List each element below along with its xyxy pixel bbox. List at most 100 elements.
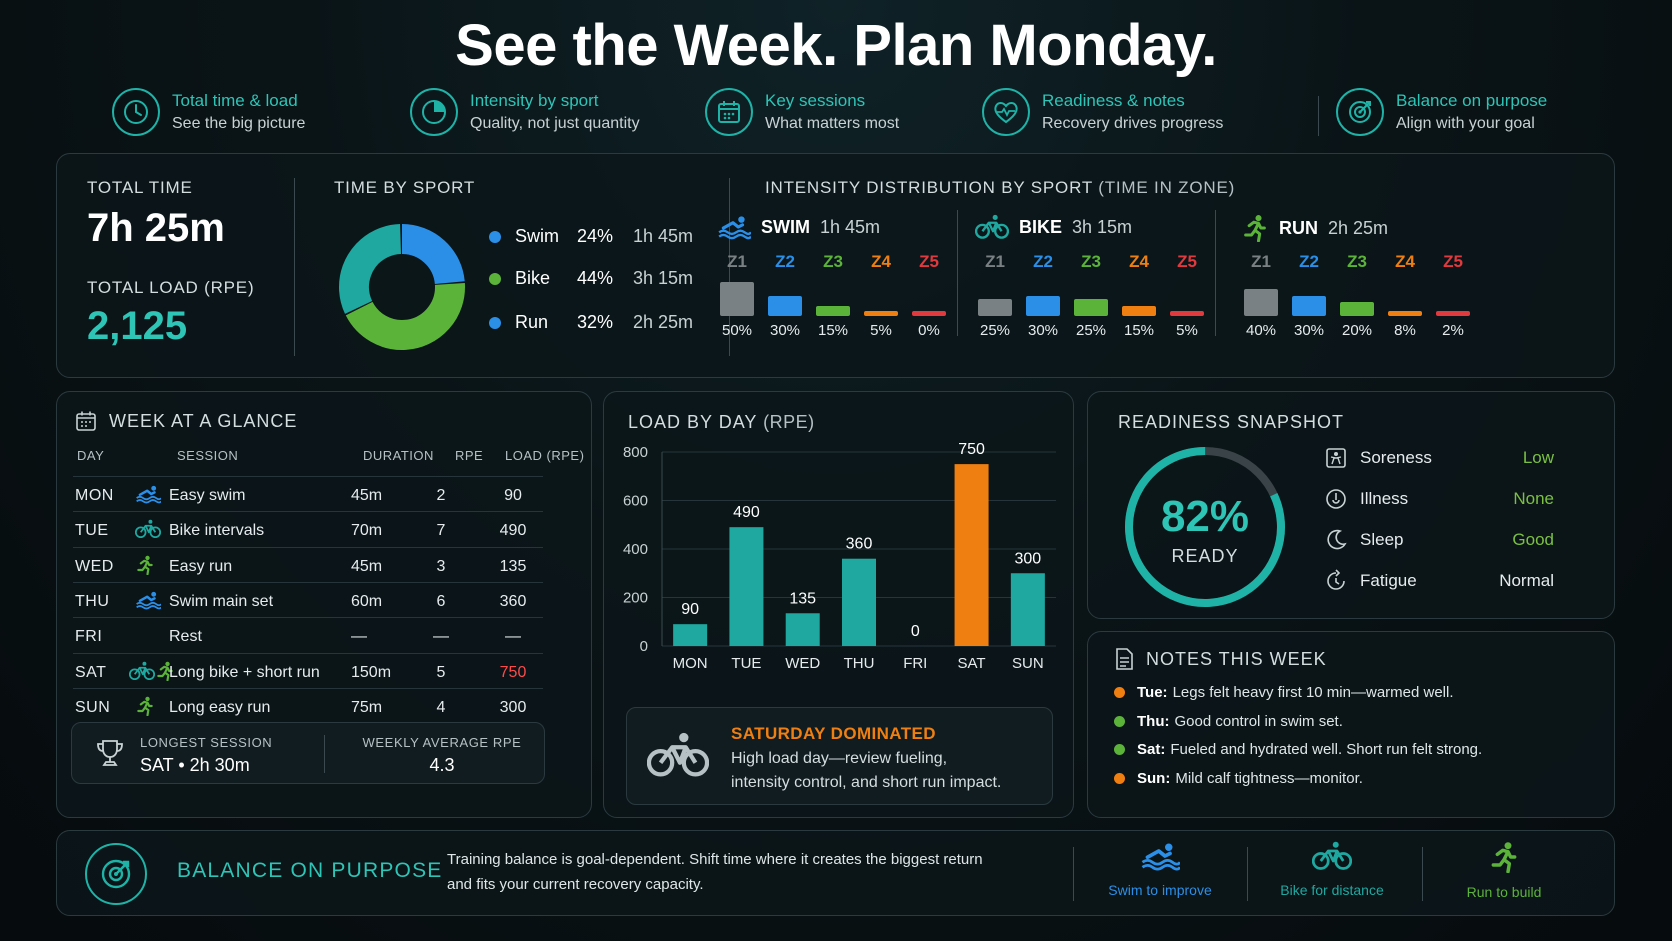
note-day: Sat: xyxy=(1137,741,1166,758)
divider xyxy=(1247,847,1248,901)
fatigue-icon xyxy=(1324,569,1348,598)
feature-title: Total time & load xyxy=(172,91,298,110)
intensity-title-main: INTENSITY DISTRIBUTION BY SPORT xyxy=(765,178,1093,197)
time-by-sport-title: TIME BY SPORT xyxy=(334,178,476,197)
swim-icon xyxy=(717,214,751,240)
zone-4: Z5 0% xyxy=(909,252,949,362)
moon-icon xyxy=(1324,528,1348,557)
note-item: Tue: Legs felt heavy first 10 min—warmed … xyxy=(1114,684,1454,701)
col-day: DAY xyxy=(77,448,105,463)
donut-slice-run xyxy=(339,224,465,350)
note-day: Tue: xyxy=(1137,684,1168,701)
longest-session-value: SAT • 2h 30m xyxy=(140,755,250,775)
sport-header: SWIM 1h 45m xyxy=(717,214,880,240)
sport-name: BIKE xyxy=(1019,216,1063,237)
cell-session: Long bike + short run xyxy=(169,663,320,681)
swim-icon xyxy=(135,484,161,504)
cell-day: THU xyxy=(75,592,110,610)
table-row[interactable]: MON Easy swim 45m 2 90 xyxy=(73,476,543,512)
note-text: Fueled and hydrated well. Short run felt… xyxy=(1170,741,1483,758)
legend-name: Swim xyxy=(515,226,559,246)
session-icons xyxy=(135,519,161,544)
zone-pct: 2% xyxy=(1442,322,1464,339)
cell-load: 135 xyxy=(499,557,527,575)
table-row[interactable]: SUN Long easy run 75m 4 300 xyxy=(73,687,543,724)
note-item: Sat: Fueled and hydrated well. Short run … xyxy=(1114,741,1482,758)
table-row[interactable]: TUE Bike intervals 70m 7 490 xyxy=(73,511,543,547)
table-row[interactable]: SAT Long bike + short run 150m 5 750 xyxy=(73,652,543,689)
feature-key-sessions: Key sessions What matters most xyxy=(705,88,899,136)
cell-rpe: 7 xyxy=(436,522,446,540)
cell-session: Swim main set xyxy=(169,592,274,610)
zone-label: Z3 xyxy=(1347,252,1367,271)
cell-day: MON xyxy=(75,487,114,504)
load-panel: LOAD BY DAY (RPE) 0 200 400 600 800 90 MON 490 T… xyxy=(603,391,1074,818)
cell-day: SAT xyxy=(75,663,107,681)
feature-title: Readiness & notes xyxy=(1042,91,1185,110)
zone-label: Z5 xyxy=(1443,252,1463,271)
readiness-item-value: Low xyxy=(1522,448,1554,467)
y-tick-label: 0 xyxy=(640,638,648,655)
bar-value-label: 90 xyxy=(681,601,699,618)
zone-4: Z5 2% xyxy=(1433,252,1473,362)
zone-pct: 40% xyxy=(1245,322,1277,339)
illness-icon xyxy=(1324,487,1348,516)
trophy-icon xyxy=(97,740,123,766)
calendar-icon xyxy=(76,411,96,431)
total-time-value: 7h 25m xyxy=(87,206,225,250)
table-row[interactable]: FRI Rest — — — xyxy=(73,617,543,653)
zone-pct: 15% xyxy=(1123,322,1155,339)
week-summary: LONGEST SESSION SAT • 2h 30m WEEKLY AVER… xyxy=(71,722,545,784)
zone-label: Z5 xyxy=(1177,252,1197,271)
legend-pct: 44% xyxy=(577,268,614,288)
readiness-panel: READINESS SNAPSHOT 82% READY Soreness Low… xyxy=(1087,391,1615,619)
table-row[interactable]: WED Easy run 45m 3 135 xyxy=(73,546,543,583)
cell-day: TUE xyxy=(75,522,109,540)
bike-icon xyxy=(135,519,161,539)
readiness-title: READINESS SNAPSHOT xyxy=(1118,412,1345,432)
cell-rpe: 6 xyxy=(436,592,446,610)
cell-rpe: 3 xyxy=(436,557,446,575)
feature-divider xyxy=(1318,96,1319,136)
balance-bike-label: Bike for distance xyxy=(1280,882,1384,898)
balance-run-label: Run to build xyxy=(1466,884,1542,900)
callout-line-1: High load day—review fueling, xyxy=(731,750,948,767)
table-row[interactable]: THU Swim main set 60m 6 360 xyxy=(73,581,543,618)
week-panel: WEEK AT A GLANCE DAY SESSION DURATION RP… xyxy=(56,391,592,818)
x-tick-label: FRI xyxy=(903,655,927,672)
feature-total-time: Total time & load See the big picture xyxy=(112,88,305,136)
legend-time: 1h 45m xyxy=(633,226,694,246)
bar-sun xyxy=(1010,573,1045,646)
readiness-percent: 82% xyxy=(1160,492,1250,541)
zone-bar xyxy=(816,306,850,316)
sport-header: BIKE 3h 15m xyxy=(975,214,1132,240)
feature-subtitle: What matters most xyxy=(765,115,900,132)
summary-panel: TOTAL TIME 7h 25m TOTAL LOAD (RPE) 2,125… xyxy=(56,153,1615,378)
zone-pct: 5% xyxy=(870,322,892,339)
bar-value-label: 0 xyxy=(911,623,920,640)
load-title: LOAD BY DAY (RPE) xyxy=(628,412,815,433)
zone-2: Z3 20% xyxy=(1337,252,1377,362)
bar-value-label: 490 xyxy=(733,504,760,521)
sport-name: RUN xyxy=(1279,217,1318,238)
longest-session-label: LONGEST SESSION xyxy=(140,735,273,750)
feature-title: Key sessions xyxy=(765,91,866,110)
zone-label: Z2 xyxy=(775,252,795,271)
y-tick-label: 800 xyxy=(623,444,648,461)
readiness-label: READY xyxy=(1171,546,1239,566)
divider xyxy=(729,178,730,356)
zone-pct: 50% xyxy=(721,322,753,339)
sport-donut-chart xyxy=(339,224,465,350)
readiness-item-value: Good xyxy=(1512,530,1554,549)
load-title-main: LOAD BY DAY xyxy=(628,412,758,432)
legend-dot xyxy=(489,316,501,329)
zone-bar xyxy=(1292,296,1326,316)
bar-value-label: 360 xyxy=(846,536,873,553)
zone-label: Z4 xyxy=(1129,252,1149,271)
x-tick-label: MON xyxy=(673,655,708,672)
cell-session: Long easy run xyxy=(169,698,271,716)
cell-rpe: 4 xyxy=(436,698,446,716)
cell-load: 750 xyxy=(499,663,527,681)
balance-text-1: Training balance is goal-dependent. Shif… xyxy=(447,851,983,868)
balance-bike: Bike for distance xyxy=(1257,841,1407,898)
